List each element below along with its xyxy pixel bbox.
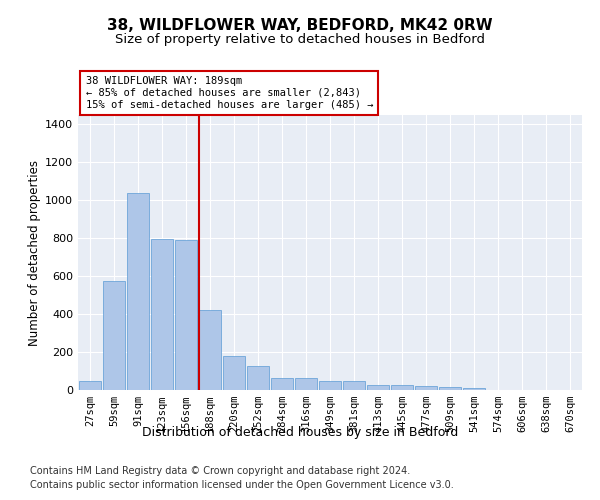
Bar: [391, 384, 413, 390]
Bar: [271, 378, 293, 390]
Bar: [463, 388, 485, 390]
Bar: [295, 378, 317, 390]
Bar: [319, 380, 341, 390]
Text: 38, WILDFLOWER WAY, BEDFORD, MK42 0RW: 38, WILDFLOWER WAY, BEDFORD, MK42 0RW: [107, 18, 493, 32]
Bar: [79, 380, 101, 390]
Y-axis label: Number of detached properties: Number of detached properties: [28, 160, 41, 346]
Bar: [367, 384, 389, 390]
Bar: [439, 388, 461, 390]
Text: Distribution of detached houses by size in Bedford: Distribution of detached houses by size …: [142, 426, 458, 439]
Text: Size of property relative to detached houses in Bedford: Size of property relative to detached ho…: [115, 32, 485, 46]
Bar: [199, 310, 221, 390]
Bar: [343, 380, 365, 390]
Bar: [151, 239, 173, 390]
Bar: [223, 356, 245, 390]
Text: Contains public sector information licensed under the Open Government Licence v3: Contains public sector information licen…: [30, 480, 454, 490]
Bar: [247, 366, 269, 390]
Bar: [175, 240, 197, 390]
Bar: [127, 193, 149, 390]
Text: Contains HM Land Registry data © Crown copyright and database right 2024.: Contains HM Land Registry data © Crown c…: [30, 466, 410, 476]
Bar: [415, 386, 437, 390]
Text: 38 WILDFLOWER WAY: 189sqm
← 85% of detached houses are smaller (2,843)
15% of se: 38 WILDFLOWER WAY: 189sqm ← 85% of detac…: [86, 76, 373, 110]
Bar: [103, 281, 125, 390]
